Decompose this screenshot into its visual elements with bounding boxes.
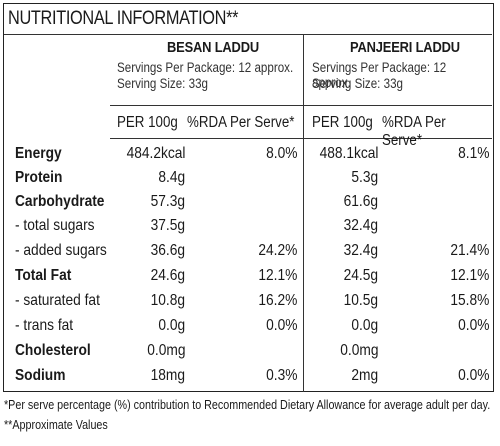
serving-size-besan: Serving Size: 33g [117,76,208,91]
colhead-divider [110,138,492,139]
footnote-rda: *Per serve percentage (%) contribution t… [4,398,491,412]
row-label: Carbohydrate [15,193,105,210]
cell-b-per100: 24.6g [150,267,185,284]
cell-p-per100: 32.4g [343,242,378,259]
serving-size-panjeeri: Serving Size: 33g [312,76,403,91]
servings-besan: Servings Per Package: 12 approx. [117,60,294,75]
cell-b-rda: 16.2% [257,292,297,309]
cell-b-per100: 18mg [150,367,185,384]
cell-p-per100: 2mg [351,367,378,384]
cell-b-per100: 0.0mg [146,342,185,359]
footnote-approx: **Approximate Values [4,418,108,432]
product-divider [303,34,304,392]
colhead-per100-besan: PER 100g [117,114,178,131]
row-label: Energy [15,145,62,162]
row-label: - total sugars [15,217,95,234]
cell-b-per100: 36.6g [150,242,185,259]
cell-b-per100: 0.0g [158,317,185,334]
product-name-panjeeri: PANJEERI LADDU [350,39,460,56]
cell-p-per100: 10.5g [343,292,378,309]
cell-b-rda: 0.3% [265,367,297,384]
cell-b-per100: 10.8g [150,292,185,309]
colhead-rda-panjeeri: %RDA Per Serve* [382,114,446,149]
cell-p-per100: 5.3g [351,169,378,186]
cell-p-rda: 12.1% [449,267,489,284]
cell-b-per100: 37.5g [150,217,185,234]
cell-b-per100: 484.2kcal [126,145,185,162]
cell-p-rda: 15.8% [449,292,489,309]
cell-b-rda: 8.0% [265,145,297,162]
row-label: Cholesterol [15,342,91,359]
cell-p-per100: 0.0g [351,317,378,334]
cell-p-per100: 24.5g [343,267,378,284]
cell-b-per100: 57.3g [150,193,185,210]
cell-p-per100: 488.1kcal [319,145,378,162]
cell-p-rda: 0.0% [457,317,489,334]
row-label: Total Fat [15,267,72,284]
cell-b-rda: 0.0% [265,317,297,334]
title-divider [4,34,492,35]
cell-p-per100: 0.0mg [339,342,378,359]
row-label: - saturated fat [15,292,100,309]
cell-b-rda: 12.1% [257,267,297,284]
row-label: - trans fat [15,317,74,334]
row-label: Protein [15,169,63,186]
panel-title: NUTRITIONAL INFORMATION** [8,8,239,29]
servings-panjeeri: Servings Per Package: 12 approx. [312,60,447,90]
cell-p-rda: 21.4% [449,242,489,259]
cell-p-rda: 8.1% [457,145,489,162]
colhead-rda-besan: %RDA Per Serve* [187,114,295,131]
cell-p-per100: 61.6g [343,193,378,210]
product-name-besan: BESAN LADDU [167,39,259,56]
header-divider [110,105,492,106]
cell-p-rda: 0.0% [457,367,489,384]
row-label: - added sugars [15,242,107,259]
cell-p-per100: 32.4g [343,217,378,234]
row-label: Sodium [15,367,66,384]
nutrition-panel: NUTRITIONAL INFORMATION** BESAN LADDU Se… [3,3,494,392]
colhead-per100-panjeeri: PER 100g [312,114,373,131]
cell-b-rda: 24.2% [257,242,297,259]
cell-b-per100: 8.4g [158,169,185,186]
